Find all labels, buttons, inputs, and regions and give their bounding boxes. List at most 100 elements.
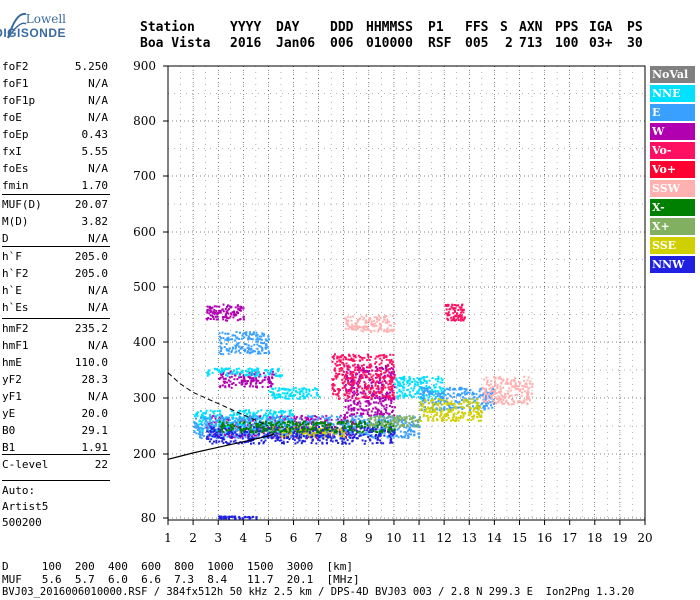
legend-item: X- [650,199,695,216]
data-point-NNE [220,367,223,370]
data-point-Vo- [376,355,379,358]
header-label: P1 [428,20,444,35]
data-point-X- [297,425,300,428]
data-point-W [380,413,383,416]
data-point-SSE [476,405,479,408]
data-point-E [244,343,247,345]
data-point-Vo- [389,389,392,391]
data-point-X+ [372,424,375,427]
data-point-W [366,400,369,403]
data-point-X+ [378,417,380,419]
data-point-Vo- [352,364,355,367]
data-point-SSE [301,433,304,436]
data-point-SSW [513,379,516,382]
data-point-NNE [269,409,272,412]
data-point-SSW [494,376,497,379]
data-point-NNW [292,431,295,434]
data-point-W [353,402,356,405]
data-point-W [357,408,360,411]
header-label: IGA [589,20,613,35]
x-tick-label: 17 [562,531,577,545]
data-point-SSW [499,398,502,400]
data-point-NNW [264,439,267,442]
data-point-X+ [386,426,389,428]
data-point-E [445,387,448,390]
data-point-SSE [468,400,471,403]
data-point-W [251,379,254,381]
data-point-Vo- [456,312,458,315]
data-point-W [381,384,383,387]
data-point-E [209,418,212,420]
data-point-W [370,394,373,397]
data-point-W [345,375,348,377]
data-point-Vo- [379,370,382,373]
data-point-W [241,435,244,438]
data-point-E [284,425,286,427]
data-point-SSW [393,322,396,325]
data-point-E [342,423,345,426]
data-point-SSW [382,330,385,333]
data-point-E [483,408,486,411]
data-point-W [376,396,379,399]
data-point-NNW [377,434,380,437]
data-point-W [385,392,388,395]
data-point-X- [295,421,298,424]
data-point-SSE [476,413,479,416]
header-label: YYYY [230,20,262,35]
data-point-SSE [293,426,296,429]
data-point-SSE [472,417,475,420]
data-point-X- [230,428,233,431]
data-point-E [367,433,370,436]
data-point-NNE [427,396,430,399]
header-value: Jan06 [276,36,316,51]
data-point-W [383,380,386,382]
data-point-Vo- [369,390,372,393]
data-point-Vo- [460,306,463,309]
data-point-E [245,334,248,337]
data-point-SSW [490,380,493,382]
data-point-SSE [428,401,431,404]
data-point-SSW [381,320,384,323]
data-point-Vo- [345,362,348,365]
data-point-W [333,426,336,429]
data-point-NNW [262,442,265,445]
data-point-E [231,421,234,424]
data-point-W [329,433,332,436]
data-point-X+ [414,419,417,422]
data-point-NNE [265,417,268,420]
data-point-NNE [413,380,416,383]
header-label: PS [627,20,643,35]
data-point-NNE [268,412,271,415]
data-point-NNE [202,415,205,417]
data-point-E [223,422,226,425]
data-point-E [433,403,436,406]
data-point-NNE [305,388,308,391]
data-point-NNW [221,440,224,443]
data-point-E [226,349,229,352]
data-point-Vo- [376,394,378,397]
data-point-NNE [400,376,403,379]
data-point-W [251,385,254,388]
data-point-W [359,391,362,394]
data-point-SSW [505,383,508,385]
data-point-X+ [408,415,411,418]
data-point-E [275,417,278,419]
data-point-W [393,406,396,409]
data-point-NNW [298,434,301,437]
x-tick-label: 13 [462,531,477,545]
data-point-NNE [431,389,434,391]
data-point-NNW [348,442,351,445]
data-point-NNE [435,396,437,398]
header-value: 010000 [366,36,413,51]
data-point-SSW [486,396,489,399]
data-point-SSE [422,415,425,418]
data-point-SSE [436,419,439,422]
data-point-X+ [401,417,404,420]
data-point-SSW [355,325,358,327]
data-point-NNW [215,439,218,442]
data-point-NNE [219,415,222,418]
data-point-W [293,417,296,420]
data-point-NNE [396,397,399,400]
data-point-Vo- [390,358,393,361]
data-point-E [408,427,411,430]
